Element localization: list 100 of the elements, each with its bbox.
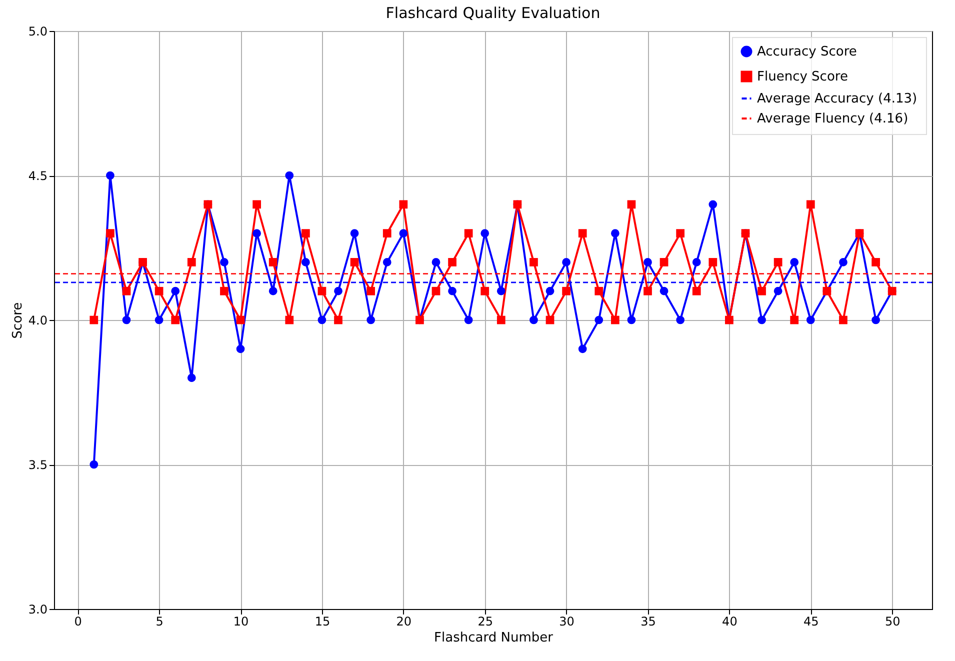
point <box>382 229 392 238</box>
chart-title: Flashcard Quality Evaluation <box>386 4 600 22</box>
x-tick-label: 40 <box>722 614 738 628</box>
point <box>318 286 326 296</box>
point <box>432 286 440 296</box>
point <box>268 286 278 296</box>
point <box>366 286 376 296</box>
point <box>578 344 587 354</box>
point <box>562 286 570 296</box>
y-tick-label: 3.0 <box>28 602 48 616</box>
point <box>562 258 570 266</box>
point <box>774 258 782 266</box>
point <box>448 258 456 266</box>
y-axis-title: Score <box>10 302 26 339</box>
point <box>872 316 880 324</box>
legend-label: Accuracy Score <box>757 44 857 60</box>
point <box>610 229 620 238</box>
point <box>350 229 359 238</box>
x-axis-title: Flashcard Number <box>434 630 554 646</box>
point <box>480 229 490 238</box>
point <box>171 286 180 296</box>
point <box>480 286 490 296</box>
point <box>530 316 538 324</box>
point <box>268 258 278 266</box>
x-tick-label: 0 <box>74 614 82 628</box>
point <box>692 286 701 296</box>
point <box>627 316 636 324</box>
point <box>790 258 799 266</box>
point <box>220 258 228 266</box>
point <box>464 316 473 324</box>
point <box>530 258 538 266</box>
point <box>839 316 848 324</box>
point <box>627 200 636 209</box>
point <box>90 460 98 469</box>
point <box>252 229 261 238</box>
x-tick-label: 30 <box>559 614 574 628</box>
point <box>154 316 164 324</box>
point <box>660 258 668 266</box>
point <box>676 229 685 238</box>
point <box>806 200 815 209</box>
x-tick-label: 5 <box>156 614 164 628</box>
point <box>236 316 245 324</box>
y-tick-label: 3.5 <box>28 458 48 472</box>
point <box>236 344 245 354</box>
point <box>692 258 701 266</box>
point <box>758 286 766 296</box>
point <box>399 200 408 209</box>
x-tick-label: 20 <box>396 614 412 628</box>
point <box>366 316 376 324</box>
point <box>285 171 294 180</box>
point <box>318 316 326 324</box>
point <box>350 258 359 266</box>
point <box>301 229 310 238</box>
point <box>382 258 392 266</box>
point <box>90 316 98 324</box>
point <box>285 316 294 324</box>
point <box>448 286 456 296</box>
legend-label: Average Accuracy (4.13) <box>757 92 918 106</box>
point <box>578 229 587 238</box>
point <box>708 258 718 266</box>
point <box>399 229 408 238</box>
point <box>187 374 196 382</box>
point <box>187 258 196 266</box>
point <box>106 229 114 238</box>
legend-label: Fluency Score <box>757 70 848 84</box>
x-tick-label: 45 <box>804 614 819 628</box>
point <box>154 286 164 296</box>
point <box>464 229 473 238</box>
x-tick-label: 50 <box>884 614 900 628</box>
point <box>496 316 506 324</box>
point <box>496 286 506 296</box>
point <box>594 316 604 324</box>
point <box>610 316 620 324</box>
point <box>334 286 342 296</box>
point <box>122 286 131 296</box>
y-tick-label: 4.5 <box>28 169 48 183</box>
point <box>220 286 228 296</box>
point <box>334 316 342 324</box>
point <box>644 258 652 266</box>
point <box>708 200 718 209</box>
point <box>676 316 685 324</box>
x-tick-label: 10 <box>233 614 249 628</box>
point <box>122 316 131 324</box>
point <box>872 258 880 266</box>
point <box>432 258 440 266</box>
x-tick-label: 35 <box>640 614 656 628</box>
point <box>171 316 180 324</box>
point <box>594 286 604 296</box>
y-tick-label: 5.0 <box>28 24 48 38</box>
point <box>790 316 799 324</box>
point <box>758 316 766 324</box>
x-tick-label: 15 <box>314 614 330 628</box>
point <box>301 258 310 266</box>
point <box>252 200 261 209</box>
y-tick-label: 4.0 <box>28 314 48 328</box>
legend-label: Average Fluency (4.16) <box>757 112 908 126</box>
point <box>806 316 815 324</box>
point <box>546 316 554 324</box>
point <box>839 258 848 266</box>
point <box>546 286 554 296</box>
